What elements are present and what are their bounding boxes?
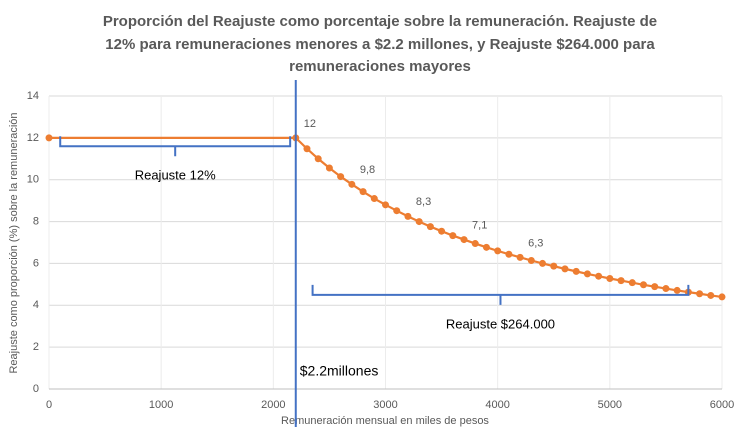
x-axis-label: Remuneración mensual en miles de pesos	[281, 415, 489, 427]
y-axis-label: Reajuste como proporción (%) sobre la re…	[8, 112, 20, 373]
x-tick-label: 1000	[149, 399, 173, 411]
data-point	[550, 262, 558, 270]
data-point	[617, 277, 625, 285]
data-point	[561, 265, 569, 273]
data-point	[359, 188, 367, 196]
data-label: 6,3	[528, 237, 543, 249]
bracket	[311, 284, 690, 305]
y-tick-label: 10	[27, 174, 39, 186]
y-tick-label: 6	[33, 257, 39, 269]
data-label: 7,1	[472, 219, 487, 231]
data-point	[314, 155, 322, 163]
y-tick-label: 8	[33, 215, 39, 227]
data-line	[49, 136, 723, 299]
data-point	[45, 134, 53, 142]
chart-title: remuneraciones mayores	[289, 58, 471, 75]
x-tick-label: 5000	[598, 399, 622, 411]
bracket	[59, 136, 292, 157]
data-point	[370, 195, 378, 203]
y-tick-label: 14	[27, 90, 39, 102]
x-tick-label: 6000	[710, 399, 734, 411]
annotation: Reajuste $264.000	[446, 316, 555, 331]
annotation: Reajuste 12%	[135, 168, 216, 183]
data-point	[606, 274, 614, 282]
data-point	[651, 283, 659, 291]
data-point	[628, 279, 636, 287]
data-point	[718, 293, 726, 301]
data-point	[494, 247, 502, 255]
chart-title: Proporción del Reajuste como porcentaje …	[103, 13, 657, 30]
data-point	[325, 164, 333, 172]
data-point	[505, 250, 513, 258]
data-label: 9,8	[360, 164, 375, 176]
data-label: 8,3	[416, 196, 431, 208]
x-tick-label: 0	[46, 399, 52, 411]
data-point	[426, 223, 434, 231]
data-point	[404, 212, 412, 220]
data-label: 12	[304, 118, 316, 130]
x-tick-label: 2000	[261, 399, 285, 411]
data-point	[673, 286, 681, 294]
y-tick-label: 2	[33, 341, 39, 353]
data-point	[707, 291, 715, 299]
data-point	[415, 218, 423, 226]
x-tick-label: 3000	[373, 399, 397, 411]
data-point	[337, 173, 345, 181]
data-point	[572, 267, 580, 275]
y-tick-label: 12	[27, 132, 39, 144]
data-point	[382, 201, 389, 209]
data-point	[595, 272, 603, 280]
chart-title: 12% para remuneraciones menores a $2.2 m…	[105, 36, 655, 53]
data-point	[348, 180, 356, 188]
data-point	[516, 253, 524, 261]
y-tick-label: 0	[33, 383, 39, 395]
data-point	[460, 236, 468, 244]
data-point	[393, 207, 401, 215]
x-tick-label: 4000	[485, 399, 509, 411]
data-point	[539, 259, 547, 267]
data-point	[482, 243, 490, 251]
data-point	[471, 240, 479, 248]
data-point	[438, 227, 446, 235]
data-point	[527, 256, 535, 264]
data-point	[303, 145, 311, 153]
annotation: $2.2millones	[300, 363, 379, 379]
data-point	[662, 285, 670, 293]
data-point	[583, 270, 591, 278]
data-point	[449, 232, 457, 240]
y-tick-label: 4	[33, 299, 39, 311]
data-point	[639, 281, 647, 289]
data-point	[696, 290, 704, 298]
